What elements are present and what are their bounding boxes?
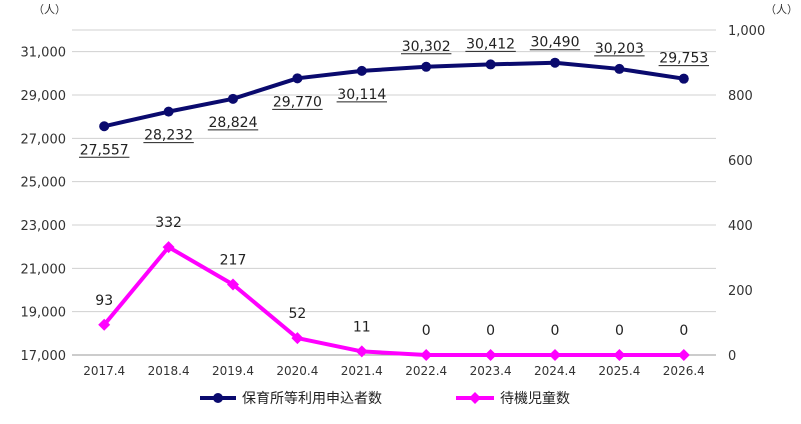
waiting-line [102,245,684,357]
left-tick-label: 31,000 [21,46,67,61]
waiting-data-label: 0 [615,323,624,339]
x-tick-label: 2017.4 [83,364,125,378]
waiting-point [677,349,690,361]
waiting-point [291,332,304,345]
legend-applicants-label: 保育所等利用申込者数 [242,390,382,407]
applicants-data-label: 28,232 [144,128,193,144]
applicants-data-label: 29,770 [273,94,322,110]
x-tick-label: 2025.4 [598,364,640,378]
applicants-data-label: 28,824 [209,115,258,131]
x-tick-label: 2023.4 [470,364,512,378]
x-tick-label: 2018.4 [148,364,190,378]
applicants-line [103,60,685,129]
series-layer: 27,557 28,232 28,824 29,770 30,114 30,302 30,4… [79,35,709,361]
legend-waiting-marker [469,392,481,404]
waiting-data-label: 93 [95,293,113,309]
applicants-data-label: 29,753 [659,51,708,67]
applicants-data-label: 27,557 [80,142,129,158]
waiting-data-label: 0 [486,323,495,339]
legend-waiting-label: 待機児童数 [500,390,570,407]
left-tick-label: 21,000 [21,262,67,277]
right-tick-label: 800 [728,89,753,104]
waiting-point [162,241,175,254]
right-tick-label: 200 [728,284,753,299]
applicants-point [421,61,432,72]
x-tick-label: 2022.4 [405,364,447,378]
applicants-point [99,121,110,132]
applicants-point [356,65,367,76]
applicants-point [228,93,238,104]
waiting-point [613,349,626,361]
applicants-data-label: 30,114 [337,87,386,103]
waiting-point [549,349,561,361]
left-tick-label: 23,000 [21,219,67,234]
waiting-data-label: 0 [679,323,688,339]
right-axis-unit: （人） [765,3,798,16]
legend-entry-waiting: 待機児童数 [456,390,570,407]
waiting-data-label: 0 [551,323,560,339]
applicants-data-label: 30,490 [531,35,580,51]
applicants-point [485,59,496,70]
right-tick-label: 400 [728,219,753,234]
axes: （人） （人） 17,000 19,000 21,000 23,000 25,000 27… [21,3,799,378]
left-tick-label: 25,000 [21,176,67,191]
applicants-point [550,57,560,68]
waiting-point [484,349,497,361]
waiting-data-label: 11 [353,319,371,335]
right-tick-label: 1,000 [728,24,765,39]
waiting-point [227,278,239,291]
gridlines [72,29,716,313]
applicants-data-label: 30,203 [595,41,644,57]
left-axis-unit: （人） [33,3,66,16]
applicants-data-label: 30,302 [402,39,451,55]
left-tick-label: 19,000 [21,306,67,321]
waiting-data-label: 332 [155,215,182,231]
applicants-point [292,73,303,84]
x-tick-label: 2024.4 [534,364,576,378]
right-tick-label: 600 [728,154,753,169]
left-tick-label: 17,000 [21,349,67,364]
waiting-data-label: 52 [288,306,306,322]
applicants-point [678,73,689,84]
x-tick-label: 2019.4 [212,364,254,378]
waiting-data-label: 217 [220,252,247,268]
right-tick-label: 0 [728,349,736,364]
legend: 保育所等利用申込者数 待機児童数 [200,390,570,407]
legend-entry-applicants: 保育所等利用申込者数 [200,390,382,407]
waiting-data-label: 0 [422,323,431,339]
waiting-point [420,349,433,361]
x-tick-label: 2020.4 [276,364,318,378]
applicants-data-label: 30,412 [466,36,515,52]
waiting-point [355,345,368,358]
applicants-point [163,106,174,117]
x-tick-label: 2021.4 [341,364,383,378]
legend-applicants-marker [213,393,223,403]
left-tick-label: 27,000 [21,132,67,147]
x-tick-label: 2026.4 [663,364,705,378]
applicants-point [614,63,625,74]
left-tick-label: 29,000 [21,89,67,104]
waiting-point [98,318,111,331]
